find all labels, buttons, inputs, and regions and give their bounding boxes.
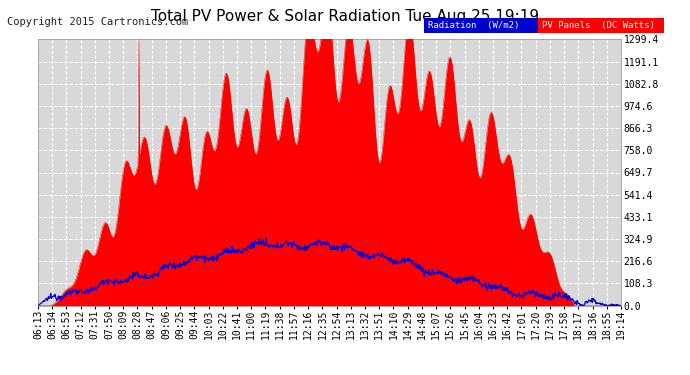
Text: Radiation  (W/m2): Radiation (W/m2) bbox=[428, 21, 520, 30]
Text: Copyright 2015 Cartronics.com: Copyright 2015 Cartronics.com bbox=[7, 17, 188, 27]
Text: PV Panels  (DC Watts): PV Panels (DC Watts) bbox=[542, 21, 656, 30]
Text: Total PV Power & Solar Radiation Tue Aug 25 19:19: Total PV Power & Solar Radiation Tue Aug… bbox=[151, 9, 539, 24]
